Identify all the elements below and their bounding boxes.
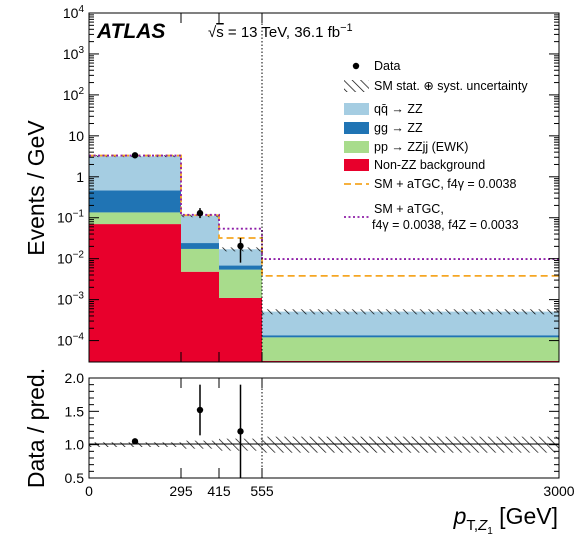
legend: Data SM stat. ⊕ syst. uncertainty qq̄ → ZZ… [344,59,528,232]
y-tick-label: 103 [63,45,85,62]
legend-label: f4γ = 0.0038, f4Z = 0.0033 [372,218,519,232]
data-point [196,209,204,217]
legend-label: qq̄ → ZZ [374,102,423,116]
legend-label: SM + aTGC, f4γ = 0.0038 [374,177,516,191]
stack-bar [262,360,559,362]
y-tick-label: 10−3 [57,291,84,308]
y-axis-label: Events / GeV [23,120,49,256]
stack-bar [89,190,181,213]
ratio-data-point [196,406,204,414]
legend-label: SM stat. ⊕ syst. uncertainty [374,79,528,93]
y-tick-label: 10−2 [57,250,84,267]
x-tick-label: 0 [85,483,93,499]
atlas-label: ATLAS [96,20,165,43]
stack-bar [89,212,181,225]
ratio-y-tick-label: 1.5 [65,403,85,419]
y-tick-label: 10−1 [57,209,84,226]
x-tick-label: 555 [250,483,274,499]
y-tick-label: 10 [68,128,84,144]
data-point [237,242,244,250]
main-panel-frame [88,12,560,363]
x-axis-label: pT,Z1 [GeV] [453,503,558,537]
stack-bar [89,156,181,191]
ratio-panel [89,436,559,453]
atgc-line [89,154,559,260]
ratio-data-points [131,384,244,478]
data-point [131,152,139,159]
x-tick-label: 3000 [543,483,574,499]
legend-label: SM + aTGC, [374,202,444,216]
ratio-y-tick-label: 0.5 [65,470,85,486]
stack-bar [89,224,181,362]
ratio-data-point [131,438,139,445]
legend-swatch [344,122,369,134]
legend-uncertainty-swatch [344,80,369,92]
stack-bar [262,337,559,361]
ratio-uncertainty-bin [262,436,559,453]
stack-bar [181,271,219,362]
stack-bar [262,311,559,336]
legend-label: Non-ZZ background [374,158,485,172]
ratio-data-point [237,428,244,435]
ratio-y-axis-label: Data / pred. [23,368,49,488]
legend-label: pp → ZZjj (EWK) [374,140,468,154]
stack-bar [219,297,262,362]
legend-label: gg → ZZ [374,121,423,135]
legend-label: Data [374,59,400,73]
legend-swatch [344,159,369,171]
y-tick-label: 102 [63,86,85,103]
stack-bar [262,335,559,338]
uncertainty-bin [262,309,559,315]
stacked-histogram [89,156,559,362]
ratio-panel-ticks: 0.5 1.0 1.5 2.0 0 295 415 555 3000 [65,370,575,499]
stack-bar [181,248,219,272]
stack-bar [219,269,262,298]
ratio-uncertainty-bin [181,440,219,449]
y-tick-label: 1 [76,169,84,185]
y-tick-label: 104 [63,4,85,21]
stack-bar [219,265,262,270]
ratio-y-tick-label: 2.0 [65,370,85,386]
energy-lumi-label: √s = 13 TeV, 36.1 fb−1 [208,22,353,41]
main-histogram-panel [89,154,559,362]
ratio-panel-frame [88,377,560,479]
ratio-y-tick-label: 1.0 [65,437,85,453]
ratio-uncertainty-band [89,436,559,453]
y-tick-label: 10−4 [57,332,84,349]
stack-bar [181,243,219,249]
stack-bar [181,215,219,244]
legend-swatch [344,141,369,153]
legend-data-marker [352,62,360,70]
ratio-uncertainty-bin [89,442,181,447]
data-points [131,152,244,263]
x-tick-label: 415 [207,483,231,499]
legend-swatch [344,103,369,115]
x-tick-label: 295 [169,483,193,499]
